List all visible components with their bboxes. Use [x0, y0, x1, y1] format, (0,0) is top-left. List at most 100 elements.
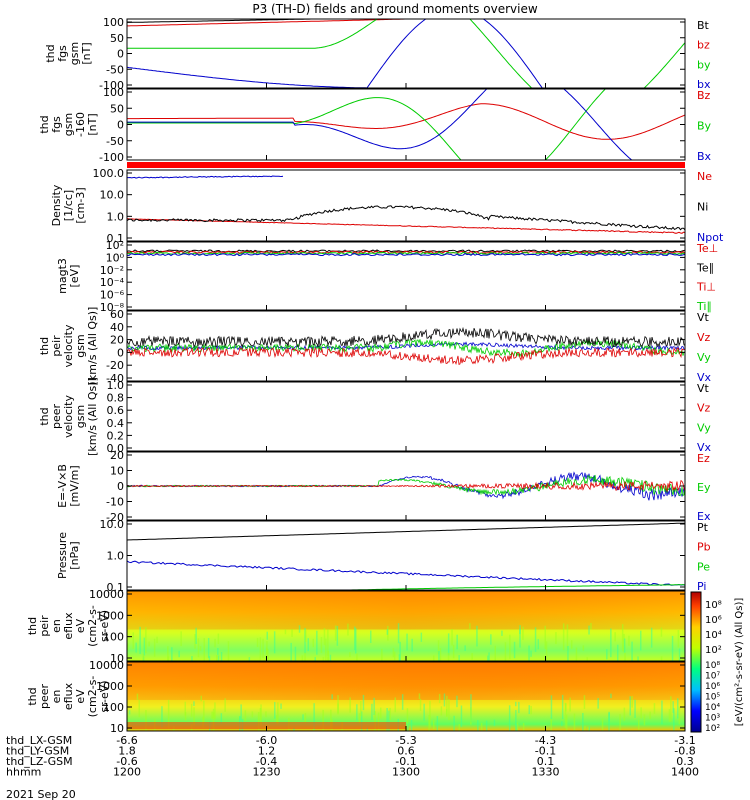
colorbar-tick-label: 10⁷: [705, 672, 720, 682]
y-tick-label: -10: [106, 496, 124, 509]
spectrogram-texture: [259, 708, 262, 721]
y-axis-label: Density: [50, 184, 63, 226]
bottom-tick-value: 0.6: [397, 745, 415, 758]
panel-peir_flux: 10000 1000 100 10 thd peir en eflux eV (cm2-s-sr-…: [26, 588, 686, 665]
panel-plot-area: [127, 662, 685, 731]
series-bz: [127, 19, 428, 27]
legend-label-Vy: Vy: [697, 421, 711, 434]
legend-label-bz: bz: [697, 39, 710, 52]
spectrogram-texture: [590, 622, 592, 630]
spectrogram-texture: [256, 637, 259, 648]
colorbar-label: [eV/(cm²-s-sr-eV) (All Qs)]: [734, 598, 745, 727]
y-axis-label: thd: [44, 44, 57, 62]
bottom-tick-value: 1230: [253, 766, 281, 779]
y-axis-label: thd: [26, 687, 39, 705]
spectrogram-texture: [180, 631, 182, 646]
legend-label-Vt: Vt: [697, 382, 710, 395]
y-tick-label: 20: [110, 449, 124, 462]
spectrogram-texture: [608, 712, 610, 731]
legend-label-Ez: Ez: [697, 452, 710, 465]
spectrogram-texture: [331, 694, 333, 700]
y-axis-label: (cm2-s-: [86, 605, 99, 647]
y-axis-label: peir: [38, 615, 51, 637]
series-Bz: [127, 103, 685, 140]
spectrogram-texture: [629, 696, 631, 716]
spectrogram-texture: [145, 710, 147, 731]
y-tick-label: 10⁰: [106, 251, 125, 264]
series-Vz: [127, 346, 685, 366]
spectrogram-texture: [139, 626, 141, 654]
spectrogram-texture: [545, 641, 548, 661]
spectrogram-texture: [440, 706, 443, 716]
spectrogram-texture: [136, 693, 139, 700]
spectrogram-texture: [190, 703, 193, 717]
legend-label-Vx: Vx: [697, 371, 712, 384]
spectrogram-texture: [670, 696, 672, 722]
spectrogram-texture: [399, 641, 401, 661]
y-tick-label: -50: [106, 135, 124, 148]
legend-label-Te∥: Te∥: [696, 261, 714, 274]
panel-plot-area: [127, 175, 685, 234]
spectrogram-texture: [628, 635, 630, 646]
legend-label-Ti⊥: Ti⊥: [696, 281, 716, 294]
spectrogram-texture: [325, 638, 327, 661]
spectrogram-texture: [259, 637, 262, 661]
spectrogram-texture: [322, 656, 325, 661]
bottom-tick-value: 0.1: [537, 755, 555, 768]
spectrogram-texture: [274, 702, 276, 719]
spectrogram-texture: [173, 726, 175, 731]
spectrogram-texture: [153, 638, 156, 657]
spectrogram-texture: [637, 656, 639, 661]
spectrogram-texture: [208, 656, 211, 661]
y-tick-label: 10⁻⁸: [100, 301, 125, 314]
legend-label-Vy: Vy: [697, 351, 711, 364]
bottom-tick-value: -0.1: [395, 755, 416, 768]
bottom-row-label: thd_LZ-GSM: [6, 755, 73, 768]
y-tick-label: 10: [110, 652, 124, 665]
legend-label-Ne: Ne: [697, 170, 712, 183]
spectrogram-texture: [178, 650, 180, 658]
y-tick-label: -50: [106, 63, 124, 76]
spectrogram-texture: [214, 638, 216, 648]
panel-plot-area: [127, 471, 685, 501]
spectrogram-texture: [640, 630, 642, 651]
colorbar-tick-label: 10²: [705, 724, 720, 734]
spectrogram-texture: [406, 708, 409, 731]
y-axis-label: gsm: [74, 405, 87, 428]
spectrogram-texture: [197, 638, 200, 658]
plot-title: P3 (TH-D) fields and ground moments over…: [252, 2, 537, 16]
spectrogram-texture: [508, 705, 511, 731]
spectrogram-texture: [544, 625, 546, 650]
spectrogram-texture: [624, 652, 626, 661]
y-tick-label: 0.0: [107, 442, 125, 455]
spectrogram-texture: [360, 701, 362, 717]
y-tick-label: -20: [106, 511, 124, 524]
panel-plot-area: [127, 89, 685, 160]
y-axis-label: [km/s (All Qs)]: [86, 307, 99, 386]
spectrogram-texture: [460, 705, 463, 727]
bottom-tick-value: -0.6: [116, 755, 137, 768]
bottom-tick-value: -0.1: [535, 745, 556, 758]
series-temp-3: [127, 252, 685, 257]
legend-label-bx: bx: [697, 78, 711, 91]
spectrogram-texture: [267, 648, 269, 660]
spectrogram-texture: [516, 722, 519, 731]
bottom-tick-value: 1330: [532, 766, 560, 779]
spectrogram-texture: [433, 720, 435, 730]
spectrogram-texture: [200, 695, 202, 702]
y-tick-label: 0.6: [107, 404, 125, 417]
spectrogram-texture: [203, 700, 205, 723]
spectrogram-texture: [370, 630, 372, 643]
spectrogram-texture: [428, 715, 430, 731]
colorbar-tick-label: 10⁸: [705, 600, 722, 611]
series-Bx: [127, 89, 633, 160]
spectrogram-texture: [480, 722, 483, 731]
spectrogram-texture: [294, 646, 297, 661]
legend-label-Ti∥: Ti∥: [696, 300, 712, 313]
legend-label-By: By: [697, 120, 712, 133]
y-tick-label: 0: [117, 480, 124, 493]
spectrogram-texture: [493, 719, 496, 726]
spectrogram-texture: [394, 651, 396, 661]
spectrogram-texture: [528, 705, 530, 715]
